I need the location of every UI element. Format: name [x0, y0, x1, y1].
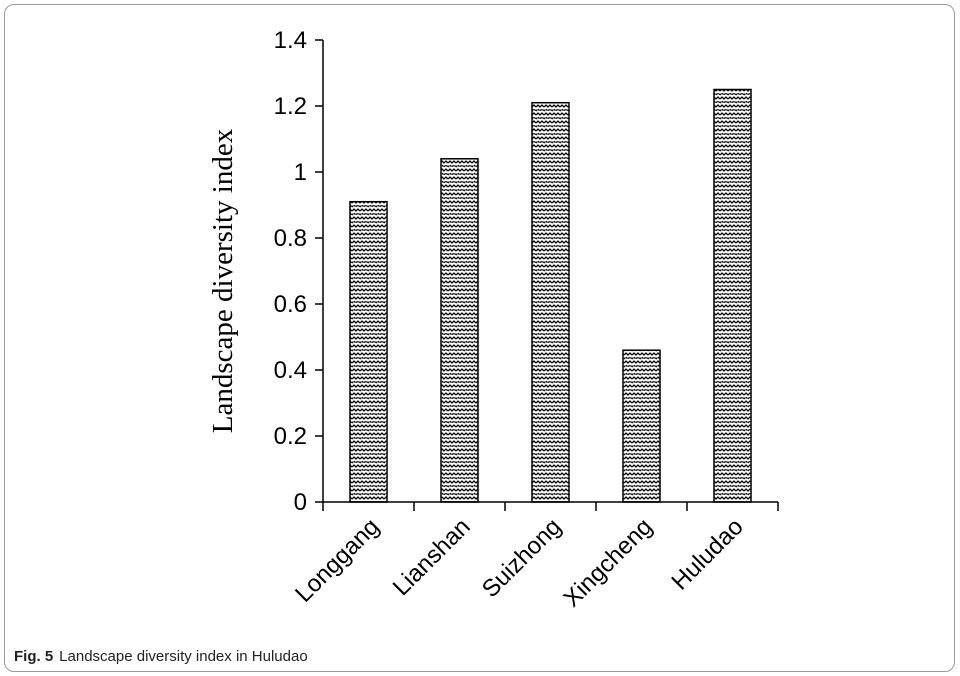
bar-huludao — [713, 88, 752, 503]
y-axis-title: Landscape diversity index — [207, 128, 239, 433]
bar-suizhong — [531, 101, 570, 503]
y-tick-label: 0.2 — [274, 423, 307, 450]
bar-lianshan — [440, 158, 479, 503]
x-category-label: Huludao — [666, 513, 748, 595]
x-category-label: Longgang — [290, 513, 385, 608]
bars — [349, 88, 752, 503]
figure-frame — [4, 4, 955, 672]
y-tick-label: 0.8 — [274, 225, 307, 252]
x-category-label: Suizhong — [477, 513, 567, 603]
y-axis-ticks: 0 0.2 0.4 0.6 0.8 1 1.2 1.4 — [274, 27, 323, 516]
y-tick-label: 1.4 — [274, 27, 307, 54]
x-category-label: Xingcheng — [558, 513, 657, 612]
figure-caption: Fig. 5 Landscape diversity index in Hulud… — [14, 648, 308, 665]
y-tick-label: 0 — [294, 489, 307, 516]
caption-label: Fig. 5 — [14, 648, 54, 665]
y-tick-label: 0.6 — [274, 291, 307, 318]
y-tick-label: 0.4 — [274, 357, 307, 384]
bar-longgang — [349, 200, 388, 503]
y-tick-label: 1.2 — [274, 93, 307, 120]
y-tick-label: 1 — [294, 159, 307, 186]
x-category-label: Lianshan — [388, 513, 476, 601]
bar-xingcheng — [622, 349, 661, 503]
caption-text: Landscape diversity index in Huludao — [59, 648, 308, 665]
axes — [322, 40, 778, 503]
